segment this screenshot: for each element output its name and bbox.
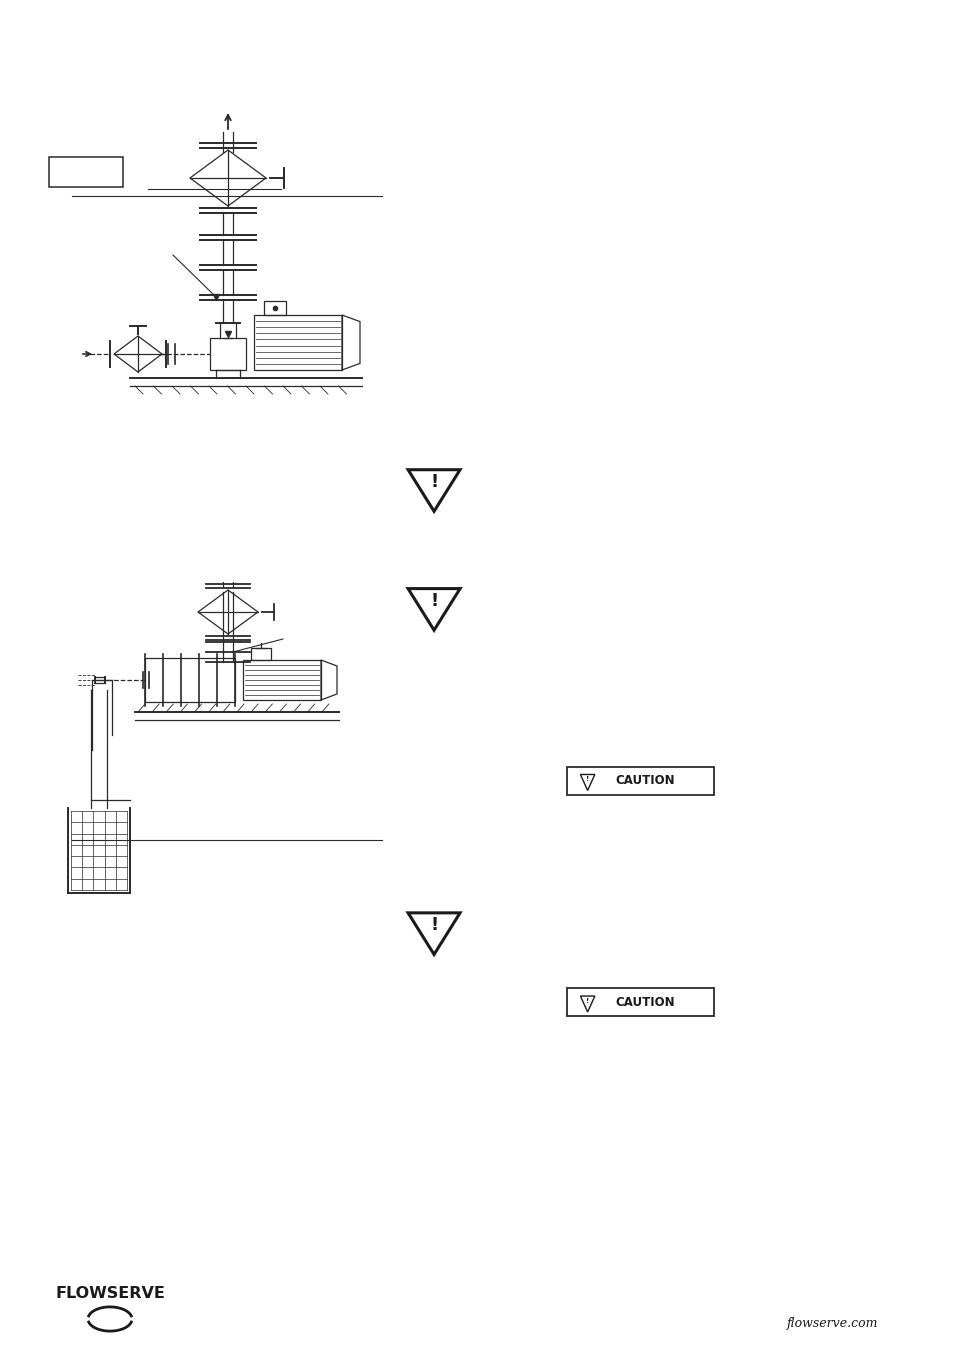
Text: !: ! — [430, 473, 437, 492]
Text: Note:: Note: — [59, 165, 98, 178]
Text: flowserve.com: flowserve.com — [785, 1316, 877, 1329]
Bar — [253, 315, 341, 370]
FancyBboxPatch shape — [566, 767, 713, 794]
Bar — [145, 658, 234, 703]
Bar — [243, 661, 320, 700]
Text: CAUTION: CAUTION — [615, 774, 675, 788]
Text: CAUTION: CAUTION — [615, 996, 675, 1009]
Text: !: ! — [585, 777, 589, 782]
Bar — [264, 301, 286, 315]
FancyBboxPatch shape — [49, 157, 123, 186]
Text: FLOWSERVE: FLOWSERVE — [55, 1286, 165, 1301]
Bar — [210, 338, 246, 370]
Text: !: ! — [585, 998, 589, 1004]
Text: !: ! — [430, 916, 437, 935]
Bar — [251, 648, 271, 661]
FancyBboxPatch shape — [566, 989, 713, 1016]
Text: !: ! — [430, 592, 437, 611]
